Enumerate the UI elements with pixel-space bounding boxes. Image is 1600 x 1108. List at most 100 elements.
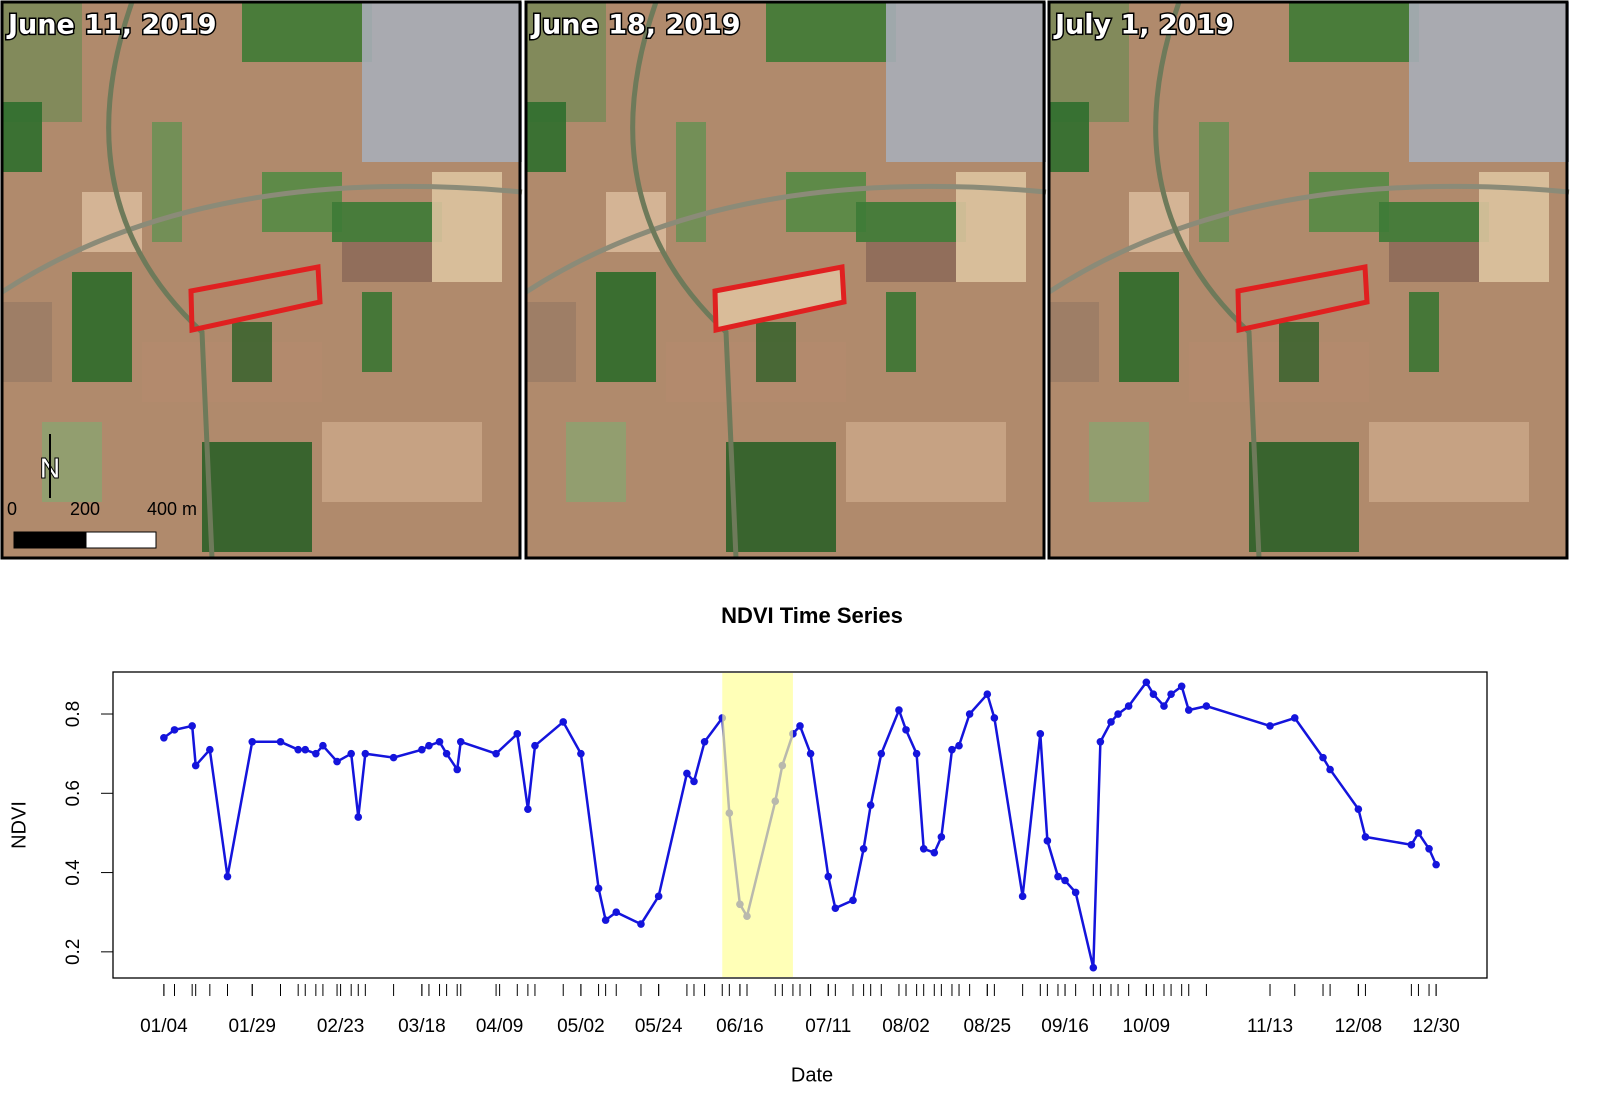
ndvi-point xyxy=(191,761,200,770)
x-tick-label: 02/23 xyxy=(317,1016,365,1037)
ndvi-point xyxy=(1124,702,1133,710)
ndvi-point xyxy=(442,749,451,758)
ndvi-point xyxy=(1096,737,1105,746)
ndvi-point xyxy=(312,749,320,758)
ndvi-point xyxy=(389,753,398,762)
ndvi-point xyxy=(912,749,921,758)
ndvi-point xyxy=(859,844,868,853)
ndvi-point xyxy=(637,920,645,928)
field xyxy=(1389,242,1479,282)
field xyxy=(846,422,1006,502)
field xyxy=(232,322,272,382)
x-tick-label: 05/24 xyxy=(635,1016,683,1037)
field xyxy=(1309,172,1389,232)
ndvi-point xyxy=(456,737,465,746)
ndvi-point xyxy=(806,749,815,758)
ndvi-point xyxy=(1149,690,1158,698)
ndvi-point xyxy=(1354,805,1363,813)
ndvi-point xyxy=(531,741,539,750)
highlight-window xyxy=(722,673,793,977)
field-outline xyxy=(712,264,847,334)
ndvi-point xyxy=(683,769,691,778)
field xyxy=(332,202,442,242)
road xyxy=(0,183,523,295)
road xyxy=(524,183,1047,295)
ndvi-point xyxy=(347,749,355,758)
image-frame xyxy=(0,0,522,560)
ndvi-point xyxy=(1184,706,1193,714)
field xyxy=(322,422,482,502)
ndvi-point xyxy=(425,741,433,750)
x-tick-label: 03/18 xyxy=(398,1016,446,1037)
image-panels: June 11, 2019 June 18, 2019 July 1, 2019N0… xyxy=(0,0,1570,560)
ndvi-point xyxy=(965,710,974,718)
field xyxy=(886,2,1046,162)
field xyxy=(1049,102,1089,172)
ndvi-point xyxy=(206,745,214,754)
ndvi-point xyxy=(1054,872,1062,881)
ndvi-point xyxy=(361,749,370,758)
ndvi-point xyxy=(513,730,522,738)
y-tick-label: 0.8 xyxy=(63,701,84,727)
x-tick-label: 08/25 xyxy=(964,1016,1012,1037)
field xyxy=(1279,322,1319,382)
field xyxy=(1409,2,1569,162)
field xyxy=(526,102,566,172)
satellite-image: June 11, 2019 xyxy=(0,0,523,560)
field xyxy=(2,102,42,172)
ndvi-point xyxy=(301,745,310,754)
field xyxy=(72,272,132,382)
ndvi-point xyxy=(1061,876,1069,885)
ndvi-point xyxy=(1071,888,1080,897)
ndvi-point xyxy=(990,714,999,722)
field-outline xyxy=(188,264,323,334)
ndvi-point xyxy=(1407,841,1416,849)
field xyxy=(1089,422,1149,502)
ndvi-point xyxy=(902,726,910,734)
y-axis-label: NDVI xyxy=(8,801,30,849)
x-axis-label: Date xyxy=(791,1064,833,1086)
field xyxy=(362,2,522,162)
field xyxy=(756,322,796,382)
field xyxy=(1119,272,1179,382)
x-tick-label: 07/11 xyxy=(805,1016,851,1037)
ndvi-point xyxy=(937,833,946,841)
ndvi-point xyxy=(1425,844,1433,853)
ndvi-point xyxy=(319,741,327,750)
ndvi-point xyxy=(1432,860,1440,869)
ndvi-point xyxy=(690,777,698,786)
field xyxy=(1249,442,1359,552)
ndvi-point xyxy=(955,741,963,750)
ndvi-point xyxy=(1319,753,1327,762)
field xyxy=(342,242,432,282)
plot-frame xyxy=(112,671,1488,979)
ndvi-point xyxy=(895,706,903,714)
ndvi-point xyxy=(1142,678,1151,687)
ndvi-point xyxy=(877,749,886,758)
ndvi-point xyxy=(612,908,621,917)
ndvi-point xyxy=(700,737,709,746)
ndvi-point xyxy=(1160,702,1168,710)
scale-label: 200 xyxy=(70,499,100,519)
chart-title: NDVI Time Series xyxy=(721,603,903,628)
field xyxy=(1409,292,1439,372)
satellite-image: July 1, 2019 xyxy=(1047,0,1570,560)
x-tick-label: 05/02 xyxy=(557,1016,605,1037)
x-tick-label: 10/09 xyxy=(1123,1016,1171,1037)
x-tick-label: 06/16 xyxy=(716,1016,764,1037)
ndvi-point xyxy=(1036,730,1045,738)
field xyxy=(1049,302,1099,382)
y-tick-label: 0.4 xyxy=(63,859,84,886)
x-tick-label: 01/29 xyxy=(228,1016,276,1037)
ndvi-point xyxy=(524,805,532,813)
x-tick-label: 01/04 xyxy=(140,1016,188,1037)
scale-black xyxy=(13,531,87,549)
field xyxy=(886,292,916,372)
field-outline xyxy=(1235,264,1370,334)
panel-label: July 1, 2019 xyxy=(1053,10,1234,41)
ndvi-point xyxy=(435,737,444,746)
ndvi-point xyxy=(919,844,928,853)
x-tick-label: 12/30 xyxy=(1412,1016,1460,1037)
field xyxy=(786,172,866,232)
ndvi-point xyxy=(1018,892,1027,901)
